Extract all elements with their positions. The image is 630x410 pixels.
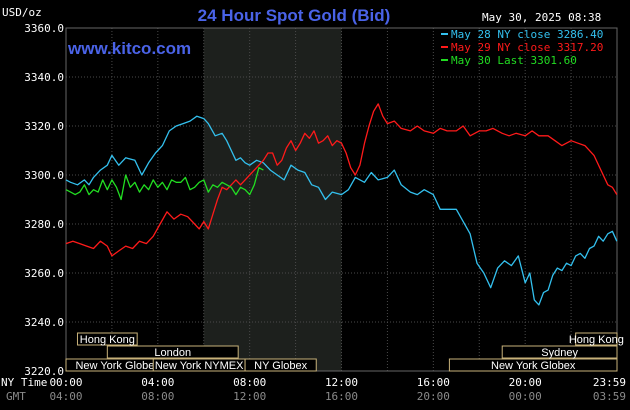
ny-tick-label: 08:00 (233, 376, 266, 389)
market-label: London (154, 347, 191, 359)
gmt-axis-label: GMT (6, 390, 26, 403)
market-bar (76, 332, 138, 346)
market-bar (501, 345, 618, 359)
series-line-1 (65, 103, 618, 257)
series-lines (65, 103, 618, 306)
market-label: NY Globex (254, 360, 307, 372)
ny-tick-label: 20:00 (509, 376, 542, 389)
ny-tick-label: 16:00 (417, 376, 450, 389)
session-highlight (203, 28, 342, 371)
y-axis-unit: USD/oz (2, 6, 42, 19)
y-tick-label: 3360.0 (24, 22, 64, 35)
series-line-2 (65, 167, 264, 201)
ny-time-axis-label: NY Time (1, 376, 47, 389)
y-tick-label: 3340.0 (24, 71, 64, 84)
gmt-tick-label: 00:00 (509, 390, 542, 403)
legend-entry: May 28 NY close 3286.40 (451, 28, 603, 41)
market-bar (106, 345, 239, 359)
ny-tick-label: 23:59 (593, 376, 626, 389)
y-tick-label: 3300.0 (24, 169, 64, 182)
site-watermark: www.kitco.com (67, 39, 191, 58)
legend-entry: May 30 Last 3301.60 (451, 54, 577, 67)
y-tick-label: 3280.0 (24, 218, 64, 231)
series-line-0 (65, 115, 618, 306)
gmt-tick-label: 16:00 (325, 390, 358, 403)
market-label: New York NYMEX (155, 360, 244, 372)
gridlines (65, 27, 618, 372)
market-label: Hong Kong (569, 334, 624, 346)
y-axis-ticks: 3360.0 3340.0 3320.0 3300.0 3280.0 3260.0 3240… (24, 22, 64, 378)
gmt-tick-label: 03:59 (593, 390, 626, 403)
chart-title: 24 Hour Spot Gold (Bid) (198, 6, 391, 25)
y-tick-label: 3220.0 (24, 365, 64, 378)
market-label: Hong Kong (80, 334, 135, 346)
x-axis-ticks: 00:00 04:00 08:00 12:00 16:00 20:00 23:5904:00… (49, 376, 626, 403)
gmt-tick-label: 04:00 (49, 390, 82, 403)
market-bar (575, 332, 618, 346)
chart-timestamp: May 30, 2025 08:38 (482, 11, 601, 24)
market-label: New York Globex (491, 360, 576, 372)
y-tick-label: 3240.0 (24, 316, 64, 329)
gmt-tick-label: 12:00 (233, 390, 266, 403)
y-tick-label: 3260.0 (24, 267, 64, 280)
ny-tick-label: 04:00 (141, 376, 174, 389)
plot-border (65, 27, 618, 372)
gmt-tick-label: 08:00 (141, 390, 174, 403)
gmt-tick-label: 20:00 (417, 390, 450, 403)
ny-tick-label: 00:00 (49, 376, 82, 389)
ny-tick-label: 12:00 (325, 376, 358, 389)
y-tick-label: 3320.0 (24, 120, 64, 133)
market-bar (448, 358, 618, 372)
market-label: New York Globex (75, 360, 160, 372)
legend-entry: May 29 NY close 3317.20 (451, 41, 603, 54)
market-bar (244, 358, 317, 372)
market-label: Sydney (541, 347, 578, 359)
